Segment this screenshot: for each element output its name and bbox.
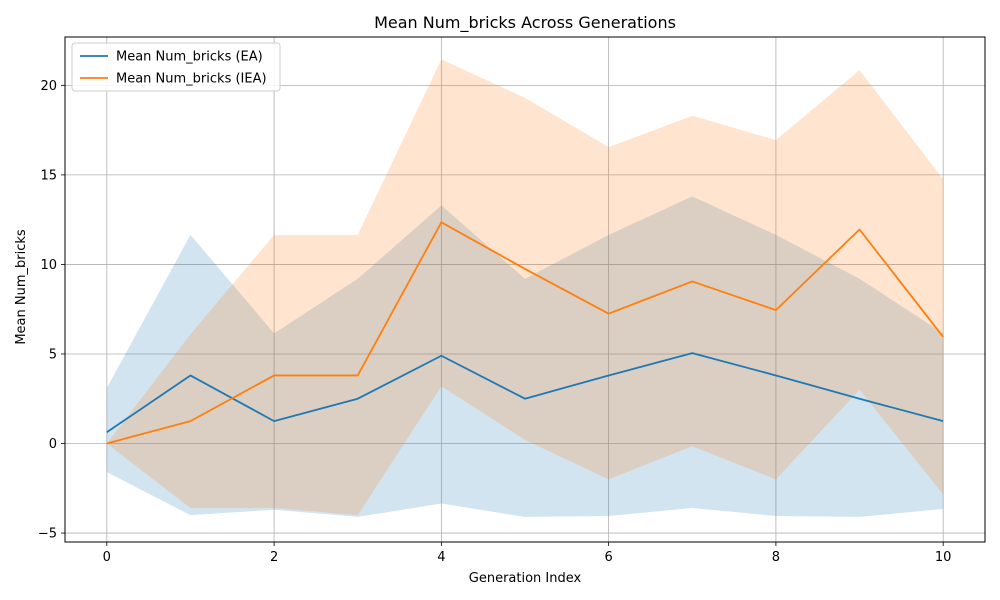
legend-label-1: Mean Num_bricks (EA) xyxy=(116,50,263,65)
y-tick-label: 5 xyxy=(49,347,57,362)
y-tick-label: 10 xyxy=(40,258,57,273)
y-tick-label: −5 xyxy=(38,527,57,542)
legend: Mean Num_bricks (EA) Mean Num_bricks (IEA… xyxy=(71,42,281,92)
x-axis-ticks: 0 2 4 6 8 10 xyxy=(103,542,952,565)
y-tick-label: 0 xyxy=(49,437,57,452)
x-tick-label: 6 xyxy=(604,550,612,565)
series-line-2 xyxy=(106,221,944,445)
x-axis-label: Generation Index xyxy=(469,571,582,586)
x-tick-label: 2 xyxy=(270,550,278,565)
series-lines xyxy=(106,221,944,445)
x-tick-label: 10 xyxy=(935,550,952,565)
x-tick-label: 0 xyxy=(103,550,111,565)
x-tick-label: 8 xyxy=(772,550,780,565)
confidence-band-2 xyxy=(106,59,944,516)
legend-label-2: Mean Num_bricks (IEA) xyxy=(116,72,267,87)
confidence-bands xyxy=(106,59,944,517)
chart-title: Mean Num_bricks Across Generations xyxy=(374,13,676,33)
legend-box xyxy=(71,42,281,92)
x-tick-label: 4 xyxy=(437,550,445,565)
series-line-1 xyxy=(106,352,944,433)
y-axis-ticks: −5 0 5 10 15 20 xyxy=(38,79,65,542)
y-tick-label: 20 xyxy=(40,79,57,94)
y-tick-label: 15 xyxy=(40,168,57,183)
y-axis-label: Mean Num_bricks xyxy=(14,229,29,345)
confidence-band-1 xyxy=(106,196,944,517)
plot-frame xyxy=(64,36,986,543)
